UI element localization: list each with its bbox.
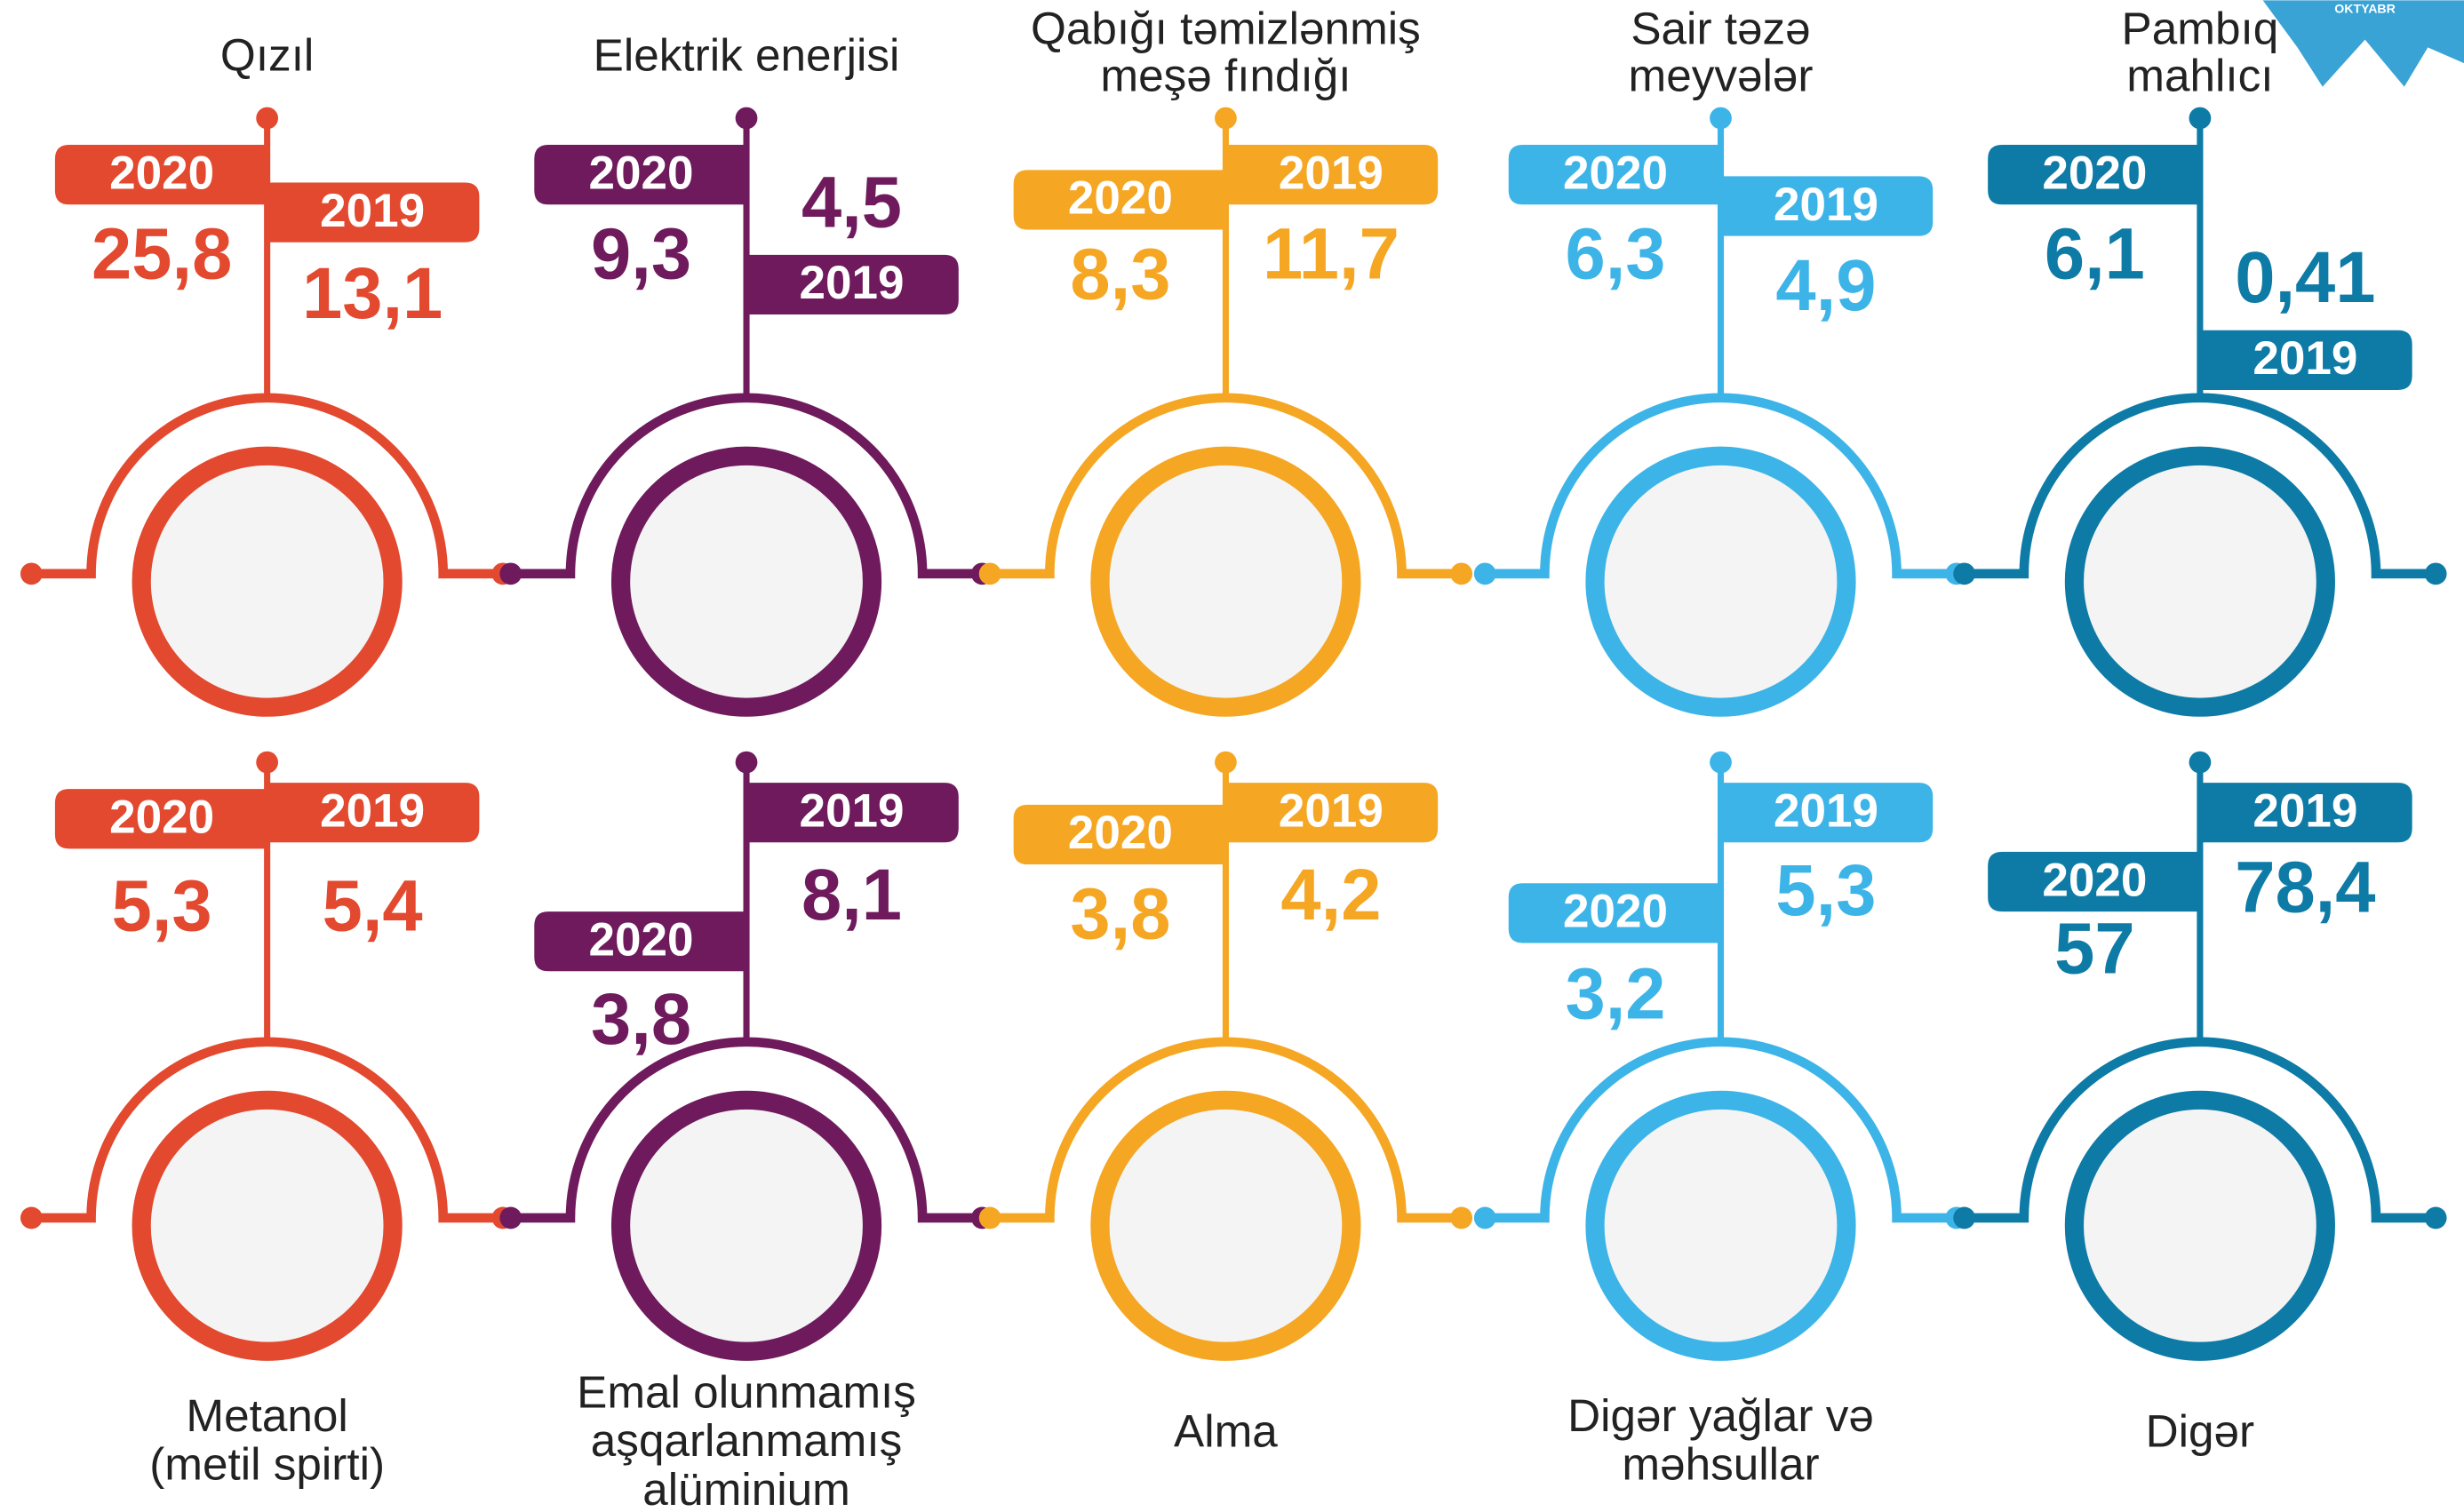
badge: OKTYABR [2263, 0, 2464, 86]
tail-dot [499, 1207, 522, 1229]
item-title: Emal olunmamış [577, 1366, 916, 1417]
year-label: 2019 [1774, 784, 1878, 837]
value-label: 8,3 [1070, 235, 1170, 315]
value-label: 4,5 [801, 162, 902, 243]
tail-dot [1953, 1207, 1975, 1229]
image-ring [2074, 1100, 2325, 1351]
value-label: 3,2 [1565, 954, 1665, 1035]
year-label: 2020 [109, 147, 214, 199]
tail-dot [499, 562, 522, 585]
image-ring [1595, 1100, 1846, 1351]
value-label: 57 [2054, 908, 2134, 989]
value-label: 3,8 [591, 979, 691, 1060]
item-title: Alma [1174, 1406, 1278, 1457]
year-label: 2019 [1279, 784, 1384, 837]
year-label: 2019 [1279, 147, 1384, 199]
year-label: 2020 [2042, 147, 2147, 199]
value-label: 5,3 [112, 866, 212, 947]
value-label: 78,4 [2235, 847, 2375, 927]
item-title: Digər [2146, 1406, 2255, 1457]
year-label: 2019 [800, 784, 905, 837]
badge-text: OKTYABR [2334, 2, 2396, 16]
item-title: aşqarlanmamış [591, 1415, 902, 1466]
item-title: Qabığı təmizlənmiş [1031, 3, 1421, 53]
image-ring [621, 1100, 873, 1351]
item-title: Elektrik enerjisi [594, 29, 900, 80]
value-label: 6,3 [1565, 214, 1665, 295]
year-label: 2020 [589, 147, 694, 199]
value-label: 11,7 [1263, 214, 1399, 295]
year-label: 2019 [2253, 784, 2357, 837]
value-label: 25,8 [92, 214, 232, 295]
tail-dot [1474, 562, 1496, 585]
value-label: 0,41 [2235, 237, 2375, 318]
page: {"badge": "OKTYABR", "items": [ {"title"… [0, 0, 2464, 1512]
image-ring [2074, 456, 2325, 707]
year-label: 2020 [109, 792, 214, 844]
value-label: 13,1 [302, 253, 443, 334]
year-label: 2020 [1068, 807, 1173, 859]
item-title: Pambıq [2122, 3, 2279, 53]
image-ring [141, 456, 393, 707]
item-title: Sair təzə [1631, 3, 1810, 53]
value-label: 5,4 [323, 866, 423, 947]
year-label: 2020 [2042, 854, 2147, 906]
value-label: 8,1 [801, 855, 902, 935]
value-label: 4,2 [1280, 855, 1381, 935]
image-ring [1595, 456, 1846, 707]
image-ring [141, 1100, 393, 1351]
value-label: 4,9 [1775, 245, 1876, 326]
year-label: 2020 [1068, 172, 1173, 225]
tail-dot [1953, 562, 1975, 585]
item-title: Metanol [186, 1390, 347, 1441]
image-ring [1100, 456, 1352, 707]
year-label: 2019 [1774, 179, 1878, 231]
value-label: 6,1 [2045, 214, 2145, 295]
tail-dot [979, 1207, 1001, 1229]
tail-dot [2425, 562, 2447, 585]
year-label: 2020 [1563, 886, 1668, 938]
tail-dot [979, 562, 1001, 585]
value-label: 5,3 [1775, 850, 1876, 931]
tail-dot [20, 1207, 43, 1229]
tail-dot [1450, 1207, 1472, 1229]
year-label: 2019 [320, 784, 425, 837]
item-title: mahlıcı [2126, 50, 2273, 100]
item-title: (metil spirti) [149, 1439, 385, 1490]
value-label: 3,8 [1070, 873, 1170, 954]
year-label: 2019 [2253, 332, 2357, 385]
item-title: məhsullar [1622, 1439, 1819, 1490]
infographic: OKTYABR 2020 25,8 2019 13,1 Qızıl 2020 9,3 2019… [0, 0, 2464, 1512]
item-title: meyvələr [1629, 50, 1814, 100]
tail-dot [1450, 562, 1472, 585]
year-label: 2020 [1563, 147, 1668, 199]
year-label: 2019 [800, 257, 905, 309]
year-label: 2019 [320, 185, 425, 237]
tail-dot [20, 562, 43, 585]
item-title: meşə fındığı [1100, 50, 1351, 100]
item-title: Qızıl [220, 29, 314, 80]
tail-dot [1474, 1207, 1496, 1229]
item-title: alüminium [642, 1464, 850, 1512]
tail-dot [2425, 1207, 2447, 1229]
year-label: 2020 [589, 913, 694, 966]
item-title: Digər yağlar və [1567, 1390, 1874, 1441]
image-ring [1100, 1100, 1352, 1351]
value-label: 9,3 [591, 214, 691, 295]
image-ring [621, 456, 873, 707]
